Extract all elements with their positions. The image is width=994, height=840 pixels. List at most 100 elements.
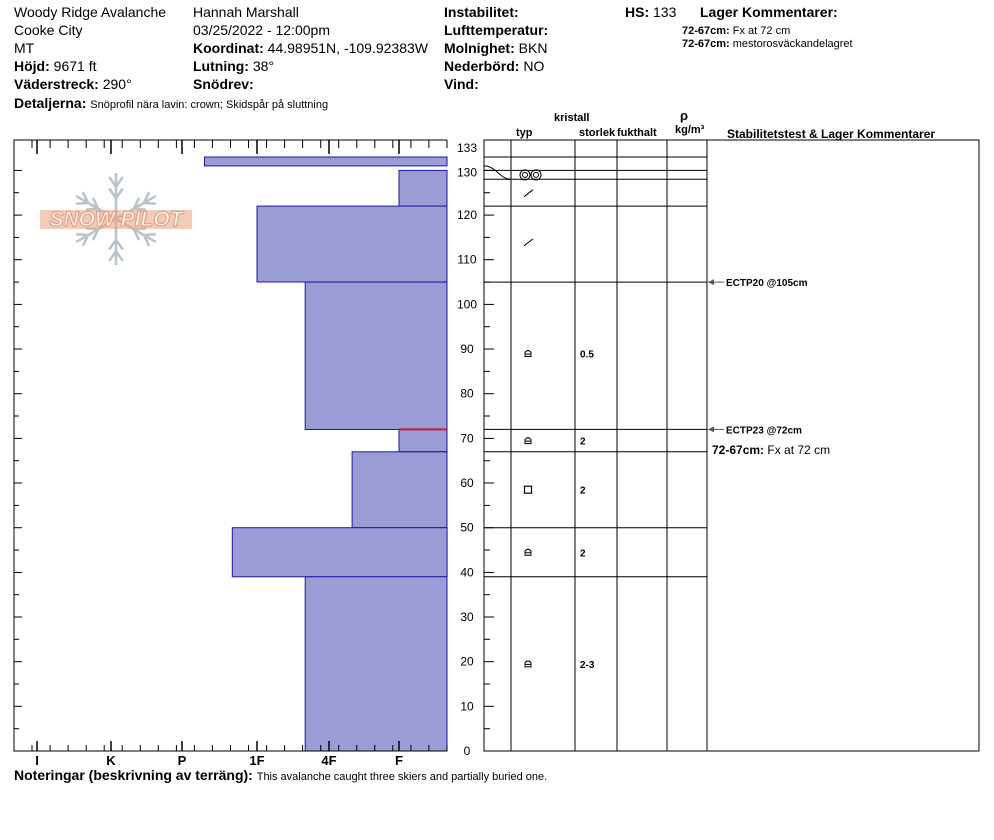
notes-value: This avalanche caught three skiers and p… <box>256 771 548 783</box>
snowpilot-logo: SNOW PILOT <box>40 173 192 265</box>
precip-icon <box>530 169 542 181</box>
slope-label: Lutning: <box>193 58 249 74</box>
stability-test-label: ECTP23 @72cm <box>726 425 802 436</box>
cloud-cover: Molnighet: BKN <box>444 40 547 56</box>
observation-datetime: 03/25/2022 - 12:00pm <box>193 22 330 38</box>
aspect-label: Väderstreck: <box>14 76 99 92</box>
crystal-header: kristall <box>554 112 590 124</box>
notes: Noteringar (beskrivning av terräng): Thi… <box>14 767 547 784</box>
aspect: Väderstreck: 290° <box>14 76 132 92</box>
slope: Lutning: 38° <box>193 58 274 74</box>
hardness-bar <box>256 205 448 283</box>
layer-comment-1-range: 72-67cm: <box>682 25 730 37</box>
crystal-size-label: 2-3 <box>580 660 595 671</box>
wind-label: Vind: <box>444 76 479 92</box>
size-header: storlek <box>579 127 616 139</box>
details-value: Snöprofil nära lavin: crown; Skidspår på… <box>90 99 329 111</box>
depth-tick-label: 90 <box>460 342 474 356</box>
hs-label: HS: <box>625 4 650 20</box>
depth-tick-label: 80 <box>460 387 474 401</box>
hs-value: 133 <box>653 4 677 20</box>
depth-tick-label: 40 <box>460 565 474 579</box>
decomposing-icon <box>523 189 534 198</box>
hardness-bar <box>398 428 448 453</box>
test-comment: 72-67cm: Fx at 72 cm <box>712 444 830 457</box>
area-name: Cooke City <box>14 22 83 38</box>
stability-test-label: ECTP20 @105cm <box>726 278 808 289</box>
precip-label: Nederbörd: <box>444 58 520 74</box>
stability-header: Stabilitetstest & Lager Kommentarer <box>727 127 936 141</box>
logo-band <box>40 210 192 229</box>
elevation-value: 9671 ft <box>53 58 97 74</box>
elevation: Höjd: 9671 ft <box>14 58 96 74</box>
drift-label: Snödrev: <box>193 76 254 92</box>
decomposing-icon <box>523 238 534 247</box>
hardness-bar <box>351 451 448 529</box>
faceted-crystal-icon <box>523 485 533 494</box>
precip-icon <box>533 171 539 178</box>
layer-comment-2-range: 72-67cm: <box>682 38 730 50</box>
layer-comment-2-text: mestorosväckandelagret <box>732 38 853 50</box>
test-arrow-head <box>708 279 714 286</box>
drift: Snödrev: <box>193 76 254 92</box>
notes-label: Noteringar (beskrivning av terräng): <box>14 767 253 783</box>
depth-tick-label: 60 <box>460 476 474 490</box>
depth-tick-label: 0 <box>464 744 471 758</box>
precip-icon <box>522 171 528 178</box>
depth-tick-label: 50 <box>460 521 474 535</box>
elevation-label: Höjd: <box>14 58 50 74</box>
state-name: MT <box>14 40 35 56</box>
hardness-bar <box>231 527 448 578</box>
details: Detaljerna: Snöprofil nära lavin: crown;… <box>14 95 328 112</box>
depth-tick-label: 100 <box>457 297 477 311</box>
layer-comment-1-text: Fx at 72 cm <box>732 25 791 37</box>
hardness-bar <box>204 156 448 167</box>
hardness-bar <box>304 281 448 430</box>
hardness-tick-label: 1F <box>249 753 264 768</box>
snow-height: HS: 133 <box>625 4 676 20</box>
details-label: Detaljerna: <box>14 95 87 111</box>
precip-icon <box>519 169 531 181</box>
crystal-size-label: 2 <box>580 486 586 497</box>
rounded-facet-icon <box>524 350 532 357</box>
depth-tick-label: 130 <box>457 165 477 179</box>
crystal-size-label: 2 <box>580 548 586 559</box>
depth-tick-label: 10 <box>460 699 474 713</box>
layer-comment-1: 72-67cm: Fx at 72 cm <box>682 25 790 38</box>
moisture-header: fukthalt <box>617 127 657 139</box>
observer-name: Hannah Marshall <box>193 4 299 20</box>
cloud-value: BKN <box>518 40 548 56</box>
hardness-bar <box>304 576 448 752</box>
precip-value: NO <box>523 58 545 74</box>
layer-comments-title: Lager Kommentarer: <box>700 4 838 20</box>
type-header: typ <box>516 127 533 139</box>
coordinates-value: 44.98951N, -109.92383W <box>267 40 428 56</box>
cloud-label: Molnighet: <box>444 40 515 56</box>
layer-comment-2: 72-67cm: mestorosväckandelagret <box>682 38 853 51</box>
coordinates-label: Koordinat: <box>193 40 264 56</box>
layer-table-frame <box>483 139 980 752</box>
test-comment-range: 72-67cm: <box>712 443 765 457</box>
depth-tick-label: 20 <box>460 655 474 669</box>
layer-connector-line <box>483 165 512 180</box>
rho-header: ρ <box>680 108 689 123</box>
air-temp-label: Lufttemperatur: <box>444 22 549 38</box>
hardness-tick-label: P <box>178 753 187 768</box>
depth-tick-label: 70 <box>460 431 474 445</box>
precipitation: Nederbörd: NO <box>444 58 544 74</box>
hardness-tick-label: I <box>35 753 39 768</box>
rounded-facet-icon <box>524 437 532 445</box>
rounded-facet-icon <box>524 548 532 556</box>
logo-text: SNOW PILOT <box>50 208 185 231</box>
aspect-value: 290° <box>102 76 132 92</box>
hardness-bar <box>398 169 448 207</box>
depth-tick-label: 120 <box>457 208 477 222</box>
rounded-facet-icon <box>524 660 532 668</box>
depth-tick-label: 30 <box>460 610 474 624</box>
hardness-tick-label: 4F <box>321 753 336 768</box>
depth-tick-label: 110 <box>457 253 476 267</box>
crystal-size-label: 0.5 <box>580 350 594 361</box>
location-name: Woody Ridge Avalanche <box>14 4 167 20</box>
coordinates: Koordinat: 44.98951N, -109.92383W <box>193 40 428 56</box>
